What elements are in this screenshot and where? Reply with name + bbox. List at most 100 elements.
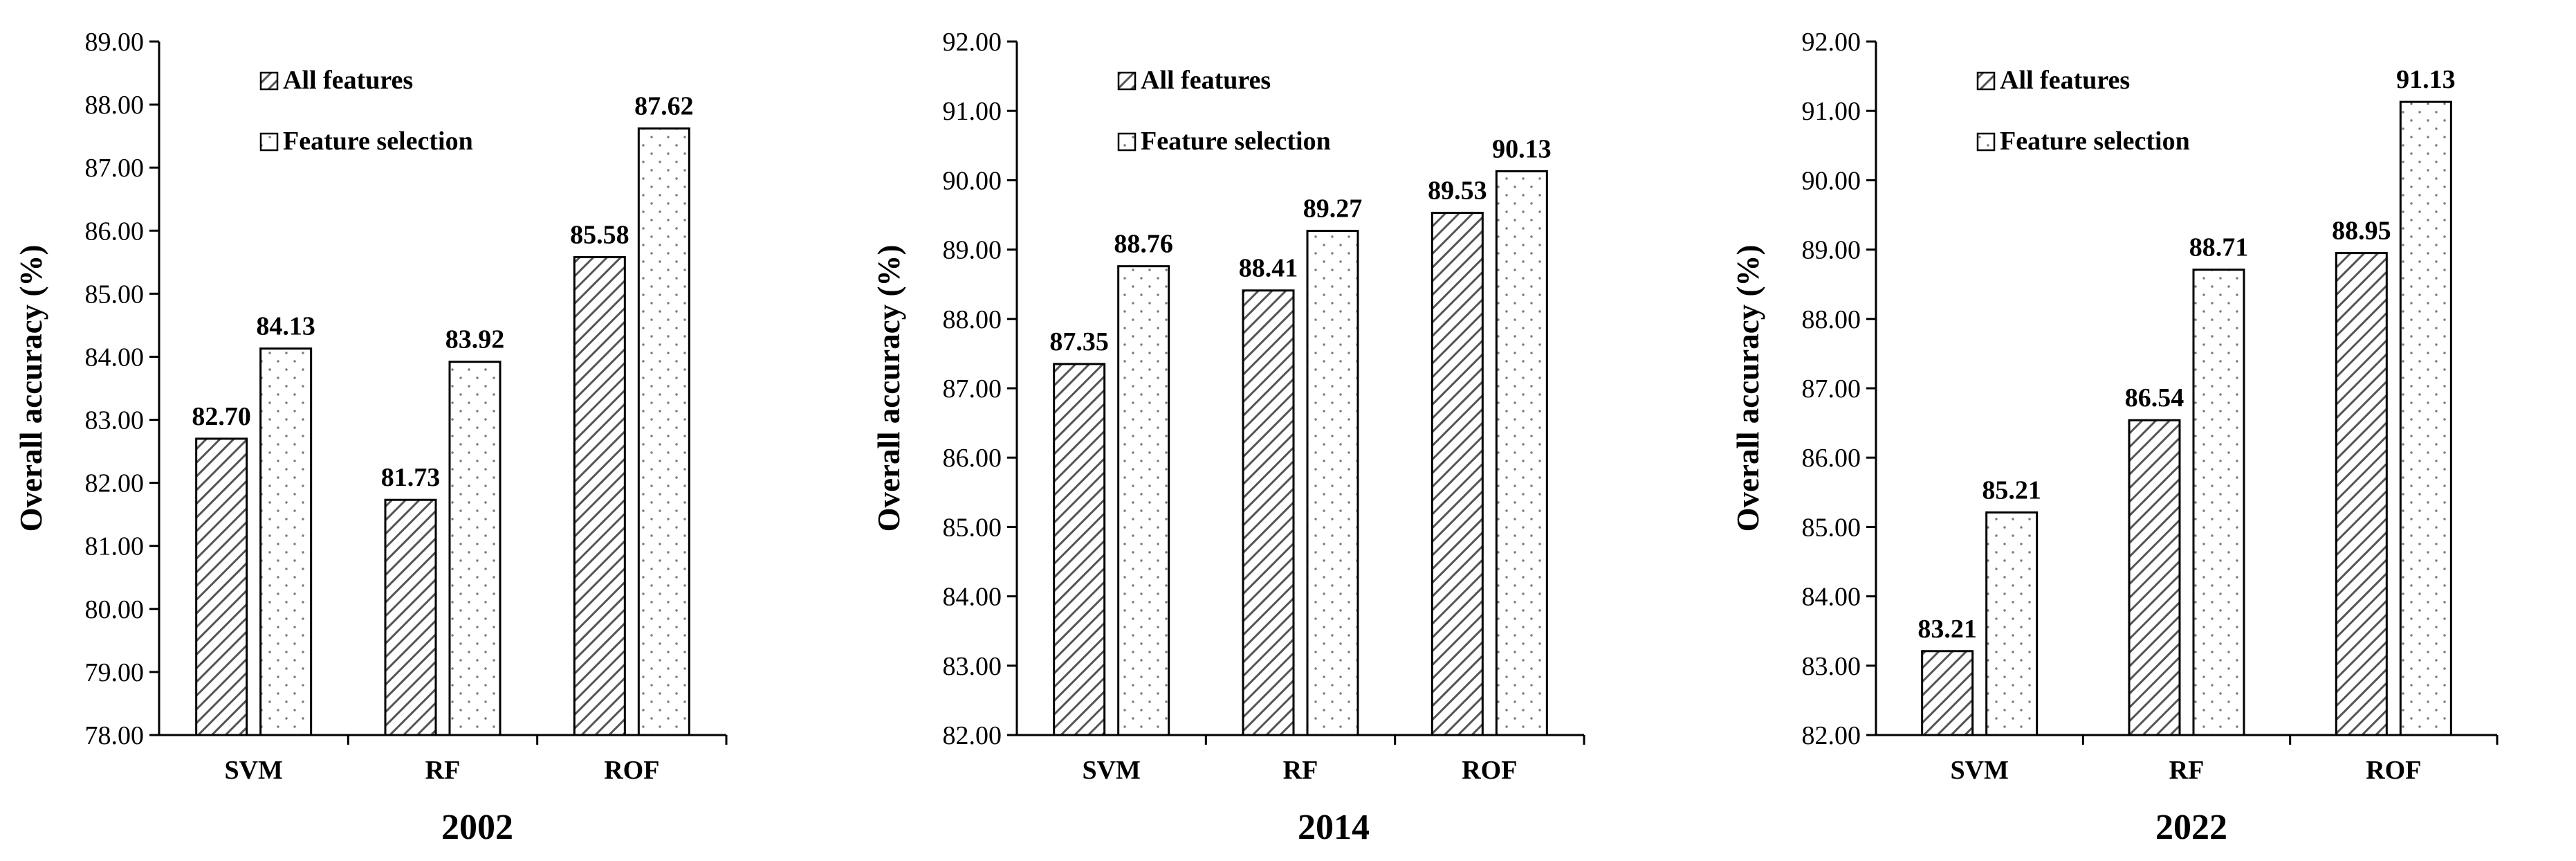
legend-swatch-feature-selection [1976,132,1996,152]
legend-label-all-features: All features [2000,66,2130,95]
y-tick-label: 85.00 [85,280,145,309]
bar-feature-selection-rof [2399,100,2452,736]
bar-feature-selection-svm [1985,511,2039,736]
y-tick-label: 88.00 [1802,305,1861,334]
category-label-svm: SVM [224,756,282,785]
y-tick-label: 81.00 [85,532,145,561]
legend-label-feature-selection: Feature selection [2000,127,2190,156]
y-tick-label: 80.00 [85,595,145,624]
bar-all-features-rof [573,256,626,736]
y-tick-label: 85.00 [943,513,1002,542]
data-label-feature-selection-rof: 90.13 [1492,134,1552,163]
data-label-feature-selection-rf: 88.71 [2189,233,2249,262]
y-tick-label: 84.00 [1802,583,1861,612]
data-label-feature-selection-svm: 84.13 [256,312,315,341]
data-label-all-features-rf: 88.41 [1239,254,1298,283]
data-label-all-features-svm: 83.21 [1917,615,1977,644]
y-tick-label: 92.00 [1802,28,1861,57]
y-tick-label: 86.00 [85,217,145,246]
data-label-all-features-rof: 85.58 [570,221,629,250]
y-axis-title: Overall accuracy (%) [1731,245,1765,532]
legend-label-all-features: All features [283,66,413,95]
panel-title: 2002 [441,808,513,847]
y-tick-label: 78.00 [85,721,145,750]
data-label-feature-selection-svm: 85.21 [1982,475,2041,505]
y-axis-title: Overall accuracy (%) [872,245,906,532]
chart-panel-2002: 78.00 79.00 80.00 81.00 82.00 83.00 84.00 85.00… [14,28,728,847]
legend-label-feature-selection: Feature selection [1141,127,1331,156]
data-label-all-features-rf: 81.73 [381,463,441,492]
data-label-feature-selection-rof: 87.62 [634,92,694,121]
bar-feature-selection-rof [1495,170,1548,736]
bar-feature-selection-rf [2192,269,2245,736]
data-label-feature-selection-rof: 91.13 [2396,65,2456,94]
bar-all-features-svm [195,437,248,736]
y-tick-label: 90.00 [1802,166,1861,195]
y-tick-label: 89.00 [1802,236,1861,265]
bar-feature-selection-svm [1117,265,1170,736]
category-label-svm: SVM [1950,756,2008,785]
bar-feature-selection-rf [1306,230,1359,736]
y-tick-label: 89.00 [943,236,1002,265]
legend-swatch-all-features [1976,71,1996,91]
y-tick-label: 91.00 [943,97,1002,126]
bar-all-features-rf [2128,419,2181,736]
legend-swatch-all-features [1117,71,1137,91]
y-tick-label: 86.00 [1802,444,1861,473]
data-label-all-features-rof: 89.53 [1428,176,1487,205]
data-label-all-features-rof: 88.95 [2332,217,2391,246]
category-label-rf: RF [425,756,461,785]
legend-swatch-feature-selection [259,132,279,152]
legend-swatch-all-features [259,71,279,91]
legend-swatch-feature-selection [1117,132,1137,152]
data-label-all-features-svm: 82.70 [192,402,251,431]
legend-label-all-features: All features [1141,66,1271,95]
y-tick-label: 82.00 [1802,721,1861,750]
category-label-rof: ROF [1462,756,1517,785]
data-label-feature-selection-rf: 83.92 [445,325,505,354]
y-tick-label: 91.00 [1802,97,1861,126]
legend-label-feature-selection: Feature selection [283,127,473,156]
y-axis-title: Overall accuracy (%) [14,245,48,532]
bar-all-features-rof [1430,211,1484,736]
y-tick-label: 92.00 [943,28,1002,57]
category-label-rf: RF [1283,756,1318,785]
bar-all-features-svm [1921,650,1974,736]
y-tick-label: 82.00 [85,469,145,498]
y-tick-label: 86.00 [943,444,1002,473]
panel-title: 2014 [1298,808,1370,847]
data-label-all-features-svm: 87.35 [1049,327,1109,356]
panel-title: 2022 [2155,808,2227,847]
y-tick-label: 84.00 [943,583,1002,612]
bar-feature-selection-svm [259,347,313,736]
chart-panel-2022: 82.00 83.00 84.00 85.00 86.00 87.00 88.00 89.00… [1731,28,2499,847]
y-tick-label: 89.00 [85,28,145,57]
bar-all-features-rof [2335,252,2388,736]
y-tick-label: 84.00 [85,343,145,372]
y-tick-label: 85.00 [1802,513,1861,542]
bar-all-features-rf [384,498,437,736]
y-tick-label: 82.00 [943,721,1002,750]
bar-feature-selection-rf [448,361,502,736]
bar-all-features-svm [1053,363,1106,736]
category-label-svm: SVM [1082,756,1140,785]
y-tick-label: 88.00 [943,305,1002,334]
y-tick-label: 79.00 [85,658,145,687]
category-label-rof: ROF [2366,756,2421,785]
data-label-feature-selection-rf: 89.27 [1303,194,1363,224]
category-label-rf: RF [2169,756,2205,785]
bar-all-features-rf [1242,289,1295,736]
y-tick-label: 83.00 [1802,652,1861,681]
y-tick-label: 88.00 [85,91,145,120]
y-tick-label: 87.00 [943,374,1002,404]
y-tick-label: 90.00 [943,166,1002,195]
y-tick-label: 83.00 [943,652,1002,681]
category-label-rof: ROF [604,756,659,785]
data-label-all-features-rf: 86.54 [2125,383,2184,413]
chart-panel-2014: 82.00 83.00 84.00 85.00 86.00 87.00 88.00 89.00… [872,28,1585,847]
y-tick-label: 83.00 [85,406,145,435]
bar-feature-selection-rof [637,127,690,736]
y-tick-label: 87.00 [85,154,145,183]
y-tick-label: 87.00 [1802,374,1861,404]
